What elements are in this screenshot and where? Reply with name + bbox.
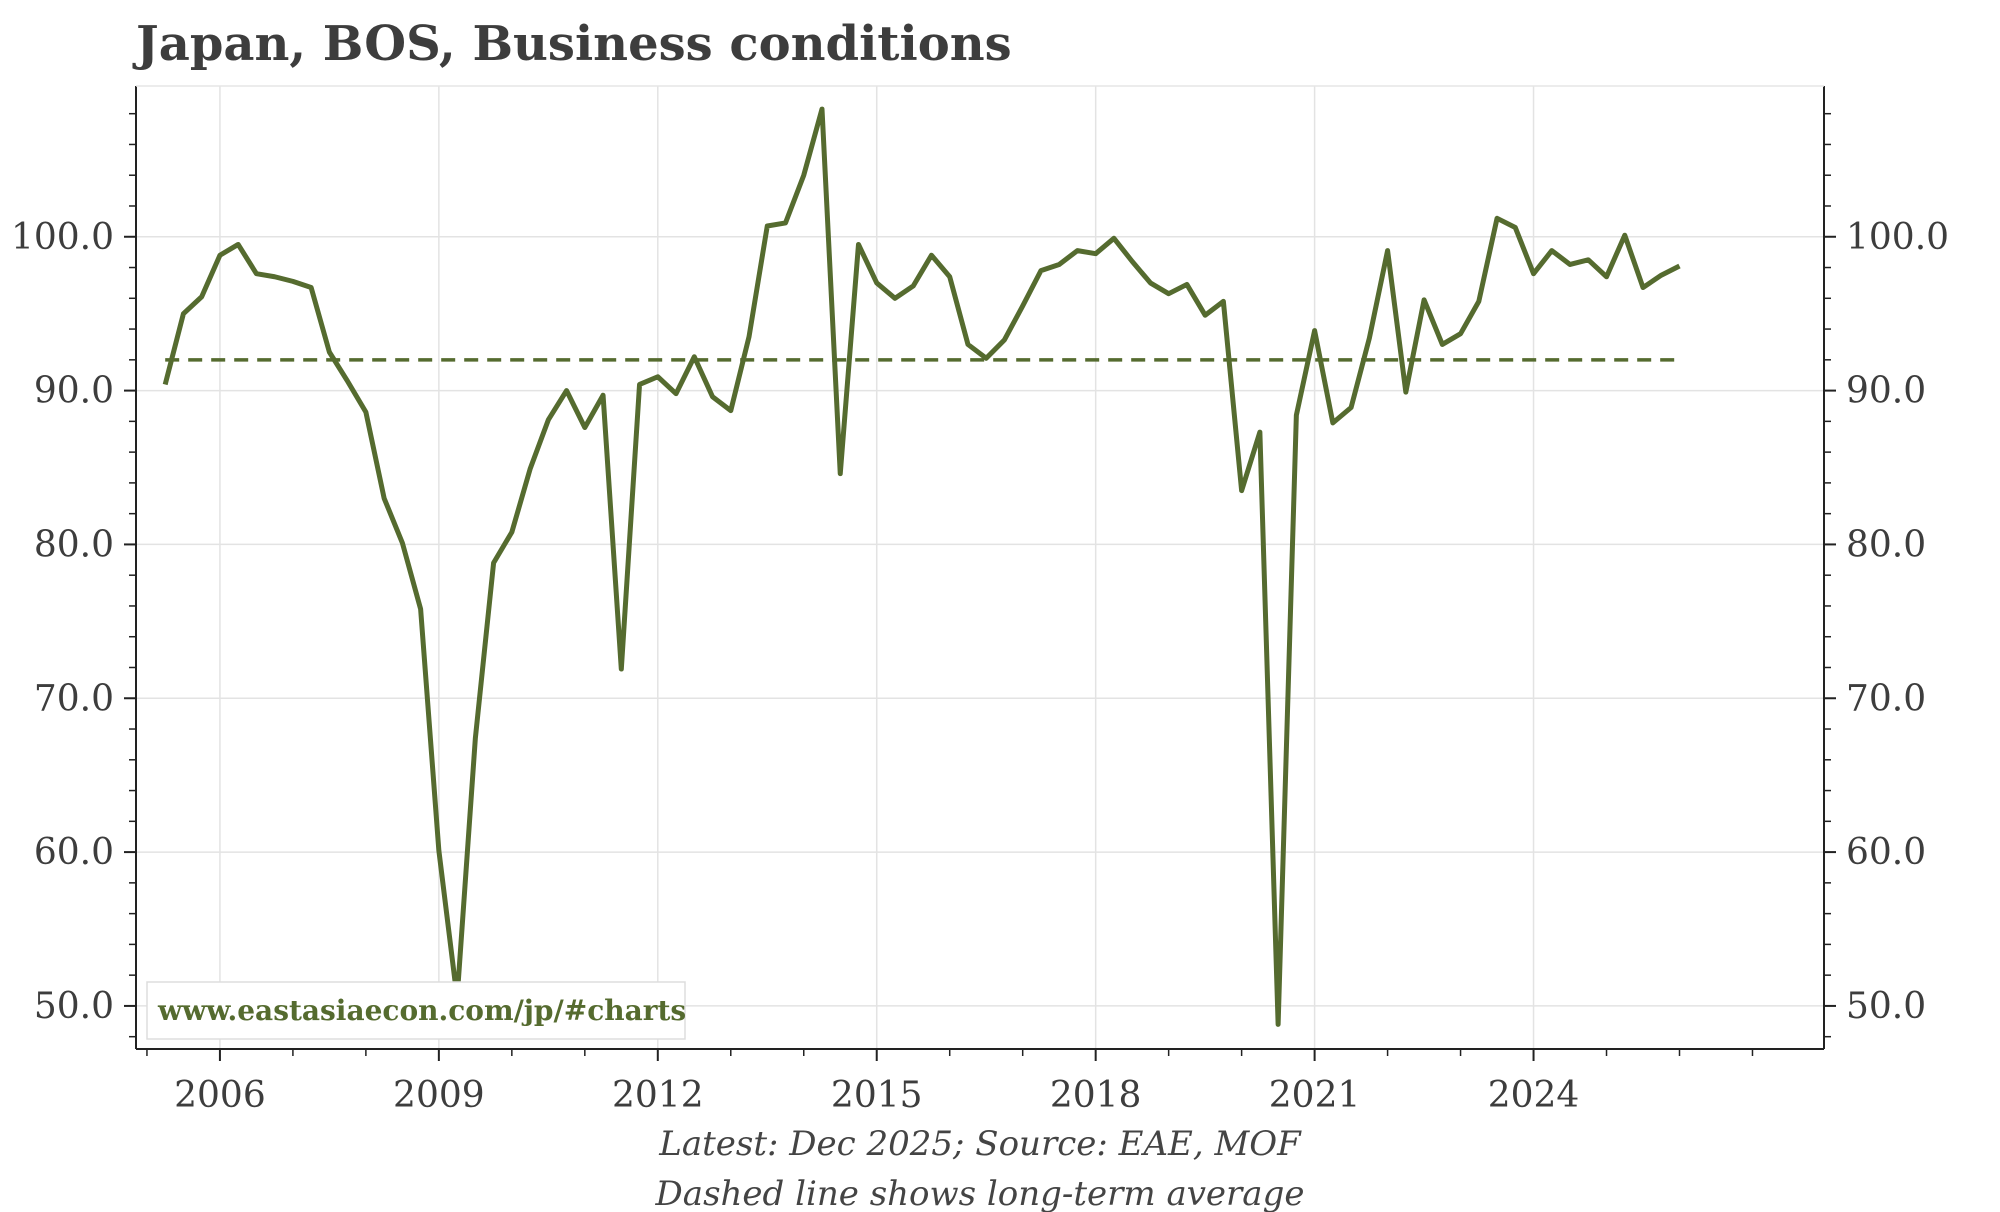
plot-area [136,86,1824,1049]
grid [136,86,1824,1049]
chart-title: Japan, BOS, Business conditions [132,16,1012,72]
y-tick-label-right: 100.0 [1846,217,1949,258]
series-line [162,106,1681,1027]
y-tick-label-left: 80.0 [34,524,114,565]
x-tick-label: 2024 [1488,1075,1580,1116]
footer-source: Latest: Dec 2025; Source: EAE, MOF [658,1124,1302,1164]
x-tick-label: 2018 [1050,1075,1142,1116]
x-tick-label: 2012 [612,1075,704,1116]
watermark-text: www.eastasiaecon.com/jp/#charts [157,994,686,1027]
x-tick-label: 2021 [1269,1075,1361,1116]
x-tick-label: 2015 [831,1075,923,1116]
y-tick-label-left: 100.0 [11,217,114,258]
y-tick-label-right: 80.0 [1846,524,1926,565]
y-tick-label-left: 50.0 [34,986,114,1027]
x-tick-label: 2006 [174,1075,266,1116]
y-tick-label-right: 60.0 [1846,832,1926,873]
y-tick-label-right: 90.0 [1846,371,1926,412]
x-tick-label: 2009 [393,1075,485,1116]
y-tick-label-left: 70.0 [34,678,114,719]
axes [135,85,1825,1050]
y-tick-label-left: 90.0 [34,371,114,412]
series-lines [162,106,1681,1027]
y-tick-label-right: 50.0 [1846,986,1926,1027]
footer-note: Dashed line shows long-term average [655,1174,1305,1212]
y-tick-label-left: 60.0 [34,832,114,873]
y-tick-label-right: 70.0 [1846,678,1926,719]
ticks: 2006 2009 2012 2015 2018 2021 2024 50.0 50.0 60.0… [11,112,1949,1116]
watermark-box: www.eastasiaecon.com/jp/#charts [146,981,686,1040]
